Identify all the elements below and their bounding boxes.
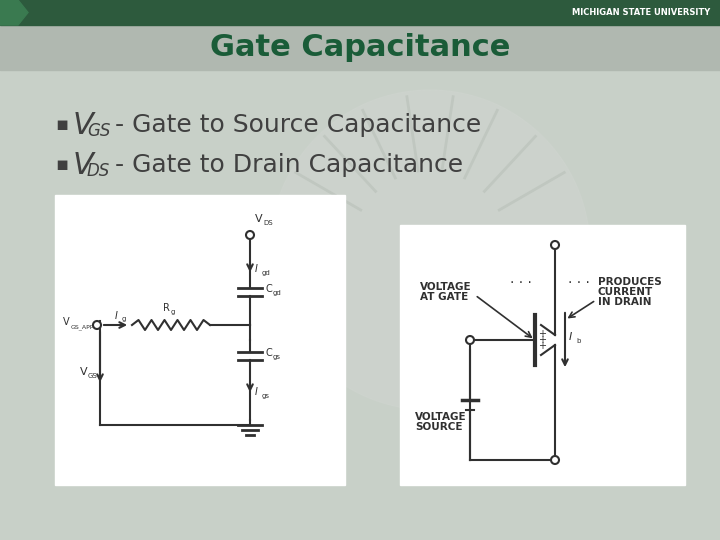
- Text: g: g: [171, 309, 176, 315]
- Text: gs: gs: [273, 354, 281, 360]
- Text: ▪: ▪: [55, 156, 68, 174]
- Text: . . .: . . .: [510, 272, 532, 286]
- Text: CURRENT: CURRENT: [598, 287, 653, 297]
- Text: +: +: [538, 329, 546, 339]
- Text: R: R: [163, 303, 170, 313]
- Circle shape: [466, 336, 474, 344]
- Text: IN DRAIN: IN DRAIN: [598, 297, 652, 307]
- Text: VOLTAGE: VOLTAGE: [415, 412, 467, 422]
- Text: MICHIGAN STATE UNIVERSITY: MICHIGAN STATE UNIVERSITY: [572, 8, 710, 17]
- Text: V: V: [73, 111, 94, 139]
- Text: g: g: [122, 316, 127, 322]
- Bar: [55, 195, 345, 485]
- Text: ▪: ▪: [55, 116, 68, 134]
- Text: SOURCE: SOURCE: [415, 422, 462, 432]
- Text: gd: gd: [262, 270, 271, 276]
- Text: GS: GS: [87, 122, 110, 140]
- Text: PRODUCES: PRODUCES: [598, 277, 662, 287]
- Text: AT GATE: AT GATE: [420, 292, 468, 302]
- Text: I: I: [569, 332, 572, 342]
- Text: - Gate to Source Capacitance: - Gate to Source Capacitance: [107, 113, 481, 137]
- Text: gs: gs: [262, 393, 270, 399]
- Text: V: V: [73, 151, 94, 179]
- Bar: [0, 0, 720, 25]
- Text: gd: gd: [273, 290, 282, 296]
- Text: VOLTAGE: VOLTAGE: [420, 282, 472, 292]
- Text: GS: GS: [88, 373, 98, 379]
- Text: GS_APP: GS_APP: [71, 324, 94, 330]
- Circle shape: [270, 90, 590, 410]
- Text: - Gate to Drain Capacitance: - Gate to Drain Capacitance: [107, 153, 463, 177]
- Bar: [0, 25, 720, 70]
- Text: . . .: . . .: [568, 272, 590, 286]
- Text: C: C: [266, 284, 273, 294]
- Text: +: +: [538, 335, 546, 345]
- Text: I: I: [115, 311, 118, 321]
- Bar: [400, 225, 685, 485]
- Text: V: V: [80, 367, 88, 377]
- Text: V: V: [63, 317, 70, 327]
- Text: Gate Capacitance: Gate Capacitance: [210, 33, 510, 63]
- Text: DS: DS: [87, 162, 110, 180]
- Text: I: I: [255, 387, 258, 397]
- Circle shape: [93, 321, 101, 329]
- Circle shape: [551, 241, 559, 249]
- Text: b: b: [576, 338, 580, 344]
- Text: I: I: [255, 264, 258, 274]
- Text: DS: DS: [263, 220, 273, 226]
- Text: +: +: [538, 341, 546, 351]
- Circle shape: [246, 231, 254, 239]
- Circle shape: [551, 456, 559, 464]
- Polygon shape: [0, 0, 28, 25]
- Text: C: C: [266, 348, 273, 358]
- Text: V: V: [255, 214, 263, 224]
